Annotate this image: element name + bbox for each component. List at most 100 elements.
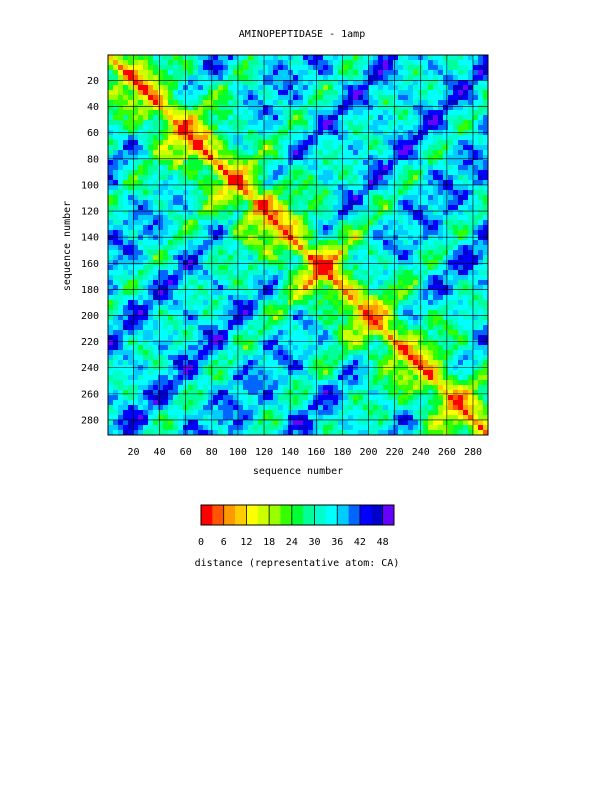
heatmap-cell [108,165,114,171]
heatmap-cell [203,330,209,336]
heatmap-cell [228,110,234,116]
heatmap-cell [413,305,419,311]
heatmap-cell [328,345,334,351]
heatmap-cell [358,195,364,201]
heatmap-cell [318,75,324,81]
heatmap-cell [163,210,169,216]
heatmap-cell [398,300,404,306]
heatmap-cell [163,110,169,116]
heatmap-cell [213,305,219,311]
heatmap-cell [463,345,469,351]
heatmap-cell [478,175,484,181]
heatmap-cell [388,180,394,186]
heatmap-cell [403,325,409,331]
heatmap-cell [153,135,159,141]
heatmap-cell [463,340,469,346]
heatmap-cell [113,70,119,76]
heatmap-cell [163,240,169,246]
heatmap-cell [148,330,154,336]
heatmap-cell [358,260,364,266]
heatmap-cell [348,315,354,321]
heatmap-cell [323,55,329,61]
heatmap-cell [123,195,129,201]
heatmap-cell [258,180,264,186]
heatmap-cell [318,135,324,141]
heatmap-cell [443,275,449,281]
heatmap-cell [173,215,179,221]
heatmap-cell [383,245,389,251]
heatmap-cell [218,75,224,81]
heatmap-cell [453,145,459,151]
heatmap-cell [423,80,429,86]
heatmap-cell [293,105,299,111]
heatmap-cell [303,355,309,361]
heatmap-cell [473,295,479,301]
heatmap-cell [423,210,429,216]
heatmap-cell [428,340,434,346]
heatmap-cell [233,270,239,276]
heatmap-cell [138,125,144,131]
heatmap-cell [303,115,309,121]
heatmap-cell [163,100,169,106]
heatmap-cell [438,210,444,216]
heatmap-cell [478,340,484,346]
heatmap-cell [208,55,214,61]
heatmap-cell [178,380,184,386]
heatmap-cell [408,140,414,146]
heatmap-cell [398,125,404,131]
heatmap-cell [448,105,454,111]
heatmap-cell [308,185,314,191]
heatmap-cell [263,135,269,141]
heatmap-cell [173,335,179,341]
heatmap-cell [338,200,344,206]
heatmap-cell [383,160,389,166]
heatmap-cell [398,285,404,291]
heatmap-cell [298,120,304,126]
heatmap-cell [263,95,269,101]
heatmap-cell [468,240,474,246]
heatmap-cell [333,135,339,141]
heatmap-cell [223,135,229,141]
heatmap-cell [123,345,129,351]
heatmap-cell [338,180,344,186]
heatmap-cell [353,155,359,161]
heatmap-cell [358,170,364,176]
heatmap-cell [218,280,224,286]
heatmap-cell [443,325,449,331]
heatmap-cell [348,225,354,231]
heatmap-cell [268,270,274,276]
heatmap-cell [168,300,174,306]
heatmap-cell [438,245,444,251]
heatmap-cell [113,80,119,86]
heatmap-cell [263,105,269,111]
heatmap-cell [133,295,139,301]
heatmap-cell [308,55,314,61]
heatmap-cell [173,360,179,366]
heatmap-cell [228,290,234,296]
heatmap-cell [233,135,239,141]
heatmap-cell [288,305,294,311]
heatmap-cell [468,350,474,356]
heatmap-cell [168,140,174,146]
heatmap-cell [263,290,269,296]
heatmap-cell [213,210,219,216]
heatmap-cell [338,135,344,141]
heatmap-cell [198,80,204,86]
heatmap-cell [203,200,209,206]
heatmap-cell [148,230,154,236]
heatmap-cell [143,210,149,216]
heatmap-cell [128,370,134,376]
heatmap-cell [408,120,414,126]
heatmap-cell [303,75,309,81]
heatmap-cell [378,160,384,166]
heatmap-cell [353,305,359,311]
heatmap-cell [393,340,399,346]
heatmap-cell [453,195,459,201]
heatmap-cell [258,155,264,161]
heatmap-cell [293,360,299,366]
heatmap-cell [198,230,204,236]
heatmap-cell [293,215,299,221]
heatmap-cell [203,175,209,181]
heatmap-cell [363,250,369,256]
heatmap-cell [168,180,174,186]
